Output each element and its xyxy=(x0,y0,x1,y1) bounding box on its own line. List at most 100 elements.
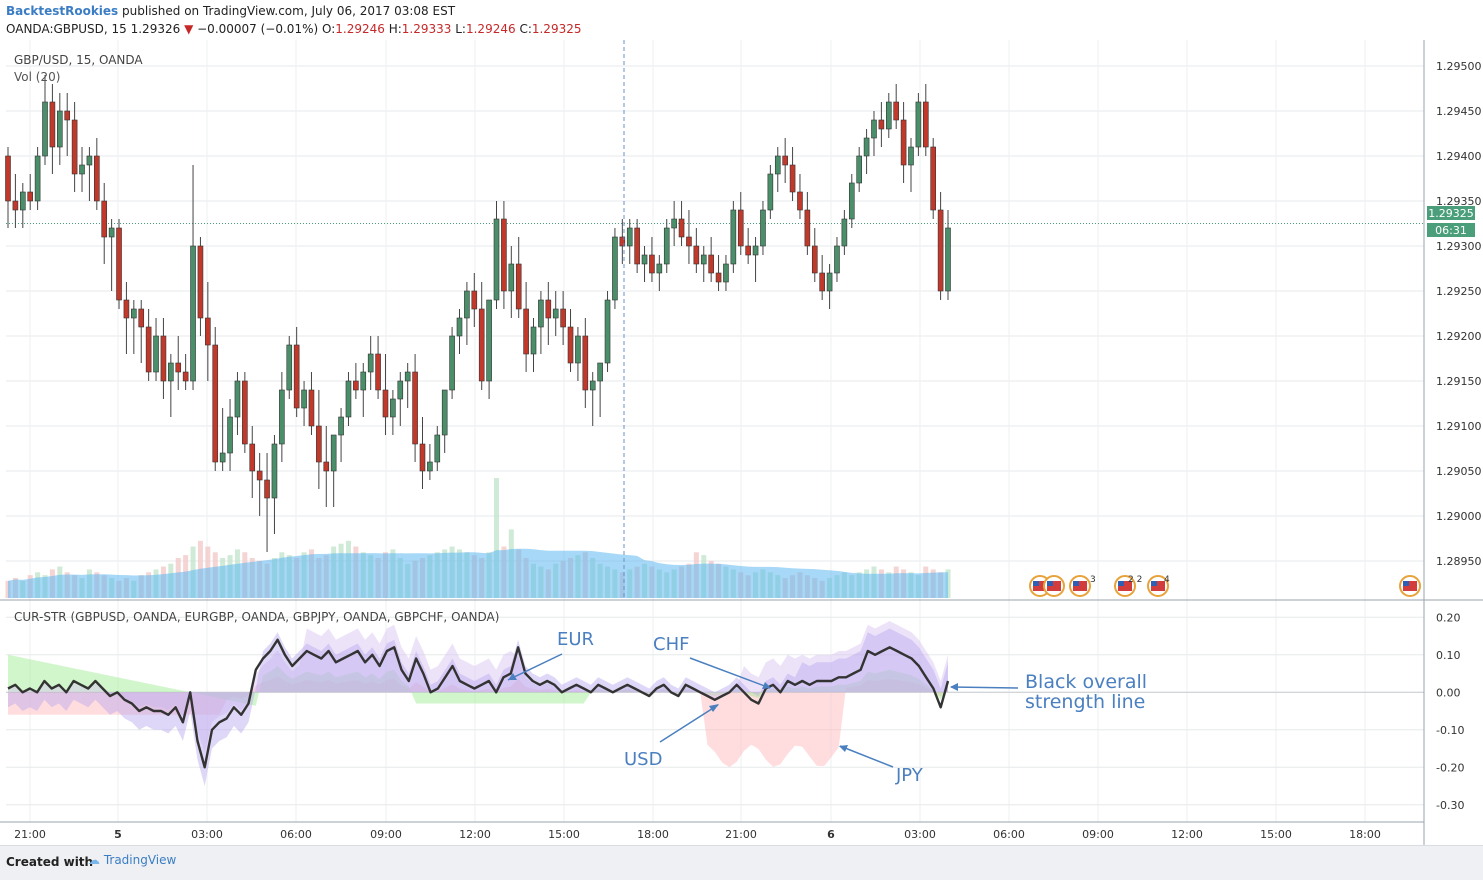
candle-body xyxy=(57,110,63,148)
black-line-annotation-2: strength line xyxy=(1025,691,1145,713)
candle-body xyxy=(12,200,19,211)
usd-annotation: USD xyxy=(624,749,662,770)
candle-body xyxy=(737,209,744,247)
candle-body xyxy=(663,227,670,265)
us-flag-icon[interactable] xyxy=(1069,575,1091,597)
volume-layer xyxy=(5,478,951,598)
candle-body xyxy=(767,173,774,211)
price-tick: 1.29000 xyxy=(1436,510,1482,523)
candle-body xyxy=(819,272,825,292)
low-value: 1.29246 xyxy=(465,22,516,36)
candle-body xyxy=(501,218,507,292)
candle-body xyxy=(841,218,848,247)
candle-body xyxy=(441,389,448,436)
candle-body xyxy=(752,245,759,256)
candle-body xyxy=(582,335,589,391)
time-tick: 03:00 xyxy=(191,828,223,841)
candle-body xyxy=(390,398,396,418)
candle-body xyxy=(360,371,367,391)
indicator-tick: 0.00 xyxy=(1436,686,1461,699)
candle-body xyxy=(227,416,233,454)
price-tick: 1.29250 xyxy=(1436,285,1482,298)
candle-body xyxy=(893,101,899,121)
time-tick: 6 xyxy=(827,828,835,841)
candle-body xyxy=(27,191,34,202)
candle-body xyxy=(774,155,781,175)
candle-body xyxy=(848,182,855,220)
candle-body xyxy=(449,335,455,391)
indicator-title: CUR-STR (GBPUSD, OANDA, EURGBP, OANDA, G… xyxy=(14,610,499,624)
chf-arrowhead xyxy=(762,682,771,689)
candle-body xyxy=(20,191,26,211)
candle-body xyxy=(264,479,270,499)
candle-body xyxy=(375,353,381,391)
candle-body xyxy=(219,452,226,463)
author-link[interactable]: BacktestRookies xyxy=(6,4,119,18)
time-tick: 06:00 xyxy=(993,828,1025,841)
time-tick: 12:00 xyxy=(459,828,491,841)
candle-body xyxy=(708,254,714,274)
indicator-grid xyxy=(6,616,1424,806)
usd-arrow xyxy=(659,704,719,743)
candle-body xyxy=(34,155,41,202)
candle-body xyxy=(338,416,344,436)
candle-body xyxy=(567,326,574,364)
time-tick: 09:00 xyxy=(370,828,402,841)
us-flag-icon[interactable] xyxy=(1114,575,1136,597)
main-pane-title: GBP/USD, 15, OANDA xyxy=(14,53,143,67)
event-icons: 3 2 2 4 xyxy=(1029,575,1421,597)
candle-body xyxy=(116,227,122,301)
candle-body xyxy=(871,119,877,139)
candle-body xyxy=(182,371,189,382)
candle-body xyxy=(922,101,929,148)
candle-body xyxy=(279,389,285,445)
candle-body xyxy=(723,263,729,283)
strength-line xyxy=(7,638,950,769)
candle-body xyxy=(745,245,751,256)
candle-body xyxy=(797,191,803,211)
candle-body xyxy=(427,461,433,472)
candle-body xyxy=(945,227,951,292)
usd-area xyxy=(8,654,948,706)
candle-body xyxy=(730,209,737,265)
candle-body xyxy=(234,380,241,418)
candle-body xyxy=(316,425,322,463)
candle-body xyxy=(626,227,633,247)
candle-body xyxy=(878,119,885,130)
candle-body xyxy=(937,209,944,292)
open-label: O: xyxy=(321,22,336,36)
candle-body xyxy=(789,164,796,193)
candle-body xyxy=(419,443,426,472)
tradingview-brand[interactable]: ☁ TradingView xyxy=(88,853,176,867)
chart-area[interactable]: 1.29500 1.29450 1.29400 1.29350 1.29300 1.292… xyxy=(0,40,1483,845)
last-price-badge xyxy=(1427,206,1475,220)
candle-body xyxy=(131,308,137,319)
us-flag-icon[interactable] xyxy=(1147,575,1169,597)
candle-body xyxy=(5,155,11,202)
candle-body xyxy=(145,326,152,373)
candle-body xyxy=(153,335,159,373)
chf-annotation: CHF xyxy=(653,634,689,655)
candle-body xyxy=(197,245,204,319)
candle-body xyxy=(915,101,922,148)
candle-body xyxy=(345,380,352,418)
indicator-tick: -0.20 xyxy=(1436,761,1464,774)
candle-body xyxy=(804,209,811,247)
us-flag-icon[interactable] xyxy=(1043,575,1065,597)
price-tick: 1.29050 xyxy=(1436,465,1482,478)
candle-body xyxy=(64,110,71,121)
candle-body xyxy=(242,380,248,445)
publish-info: published on TradingView.com, July 06, 2… xyxy=(122,4,456,18)
us-flag-icon[interactable] xyxy=(1399,575,1421,597)
candle-body xyxy=(353,380,359,391)
candle-body xyxy=(826,272,833,292)
eur-annotation: EUR xyxy=(557,629,594,650)
jpy-annotation: JPY xyxy=(895,765,924,786)
candle-body xyxy=(382,389,389,418)
candle-body xyxy=(486,299,492,382)
candle-body xyxy=(190,245,196,382)
candle-body xyxy=(604,299,611,364)
candle-body xyxy=(123,299,130,319)
usd-arrowhead xyxy=(709,704,719,712)
candle-body xyxy=(634,227,640,265)
